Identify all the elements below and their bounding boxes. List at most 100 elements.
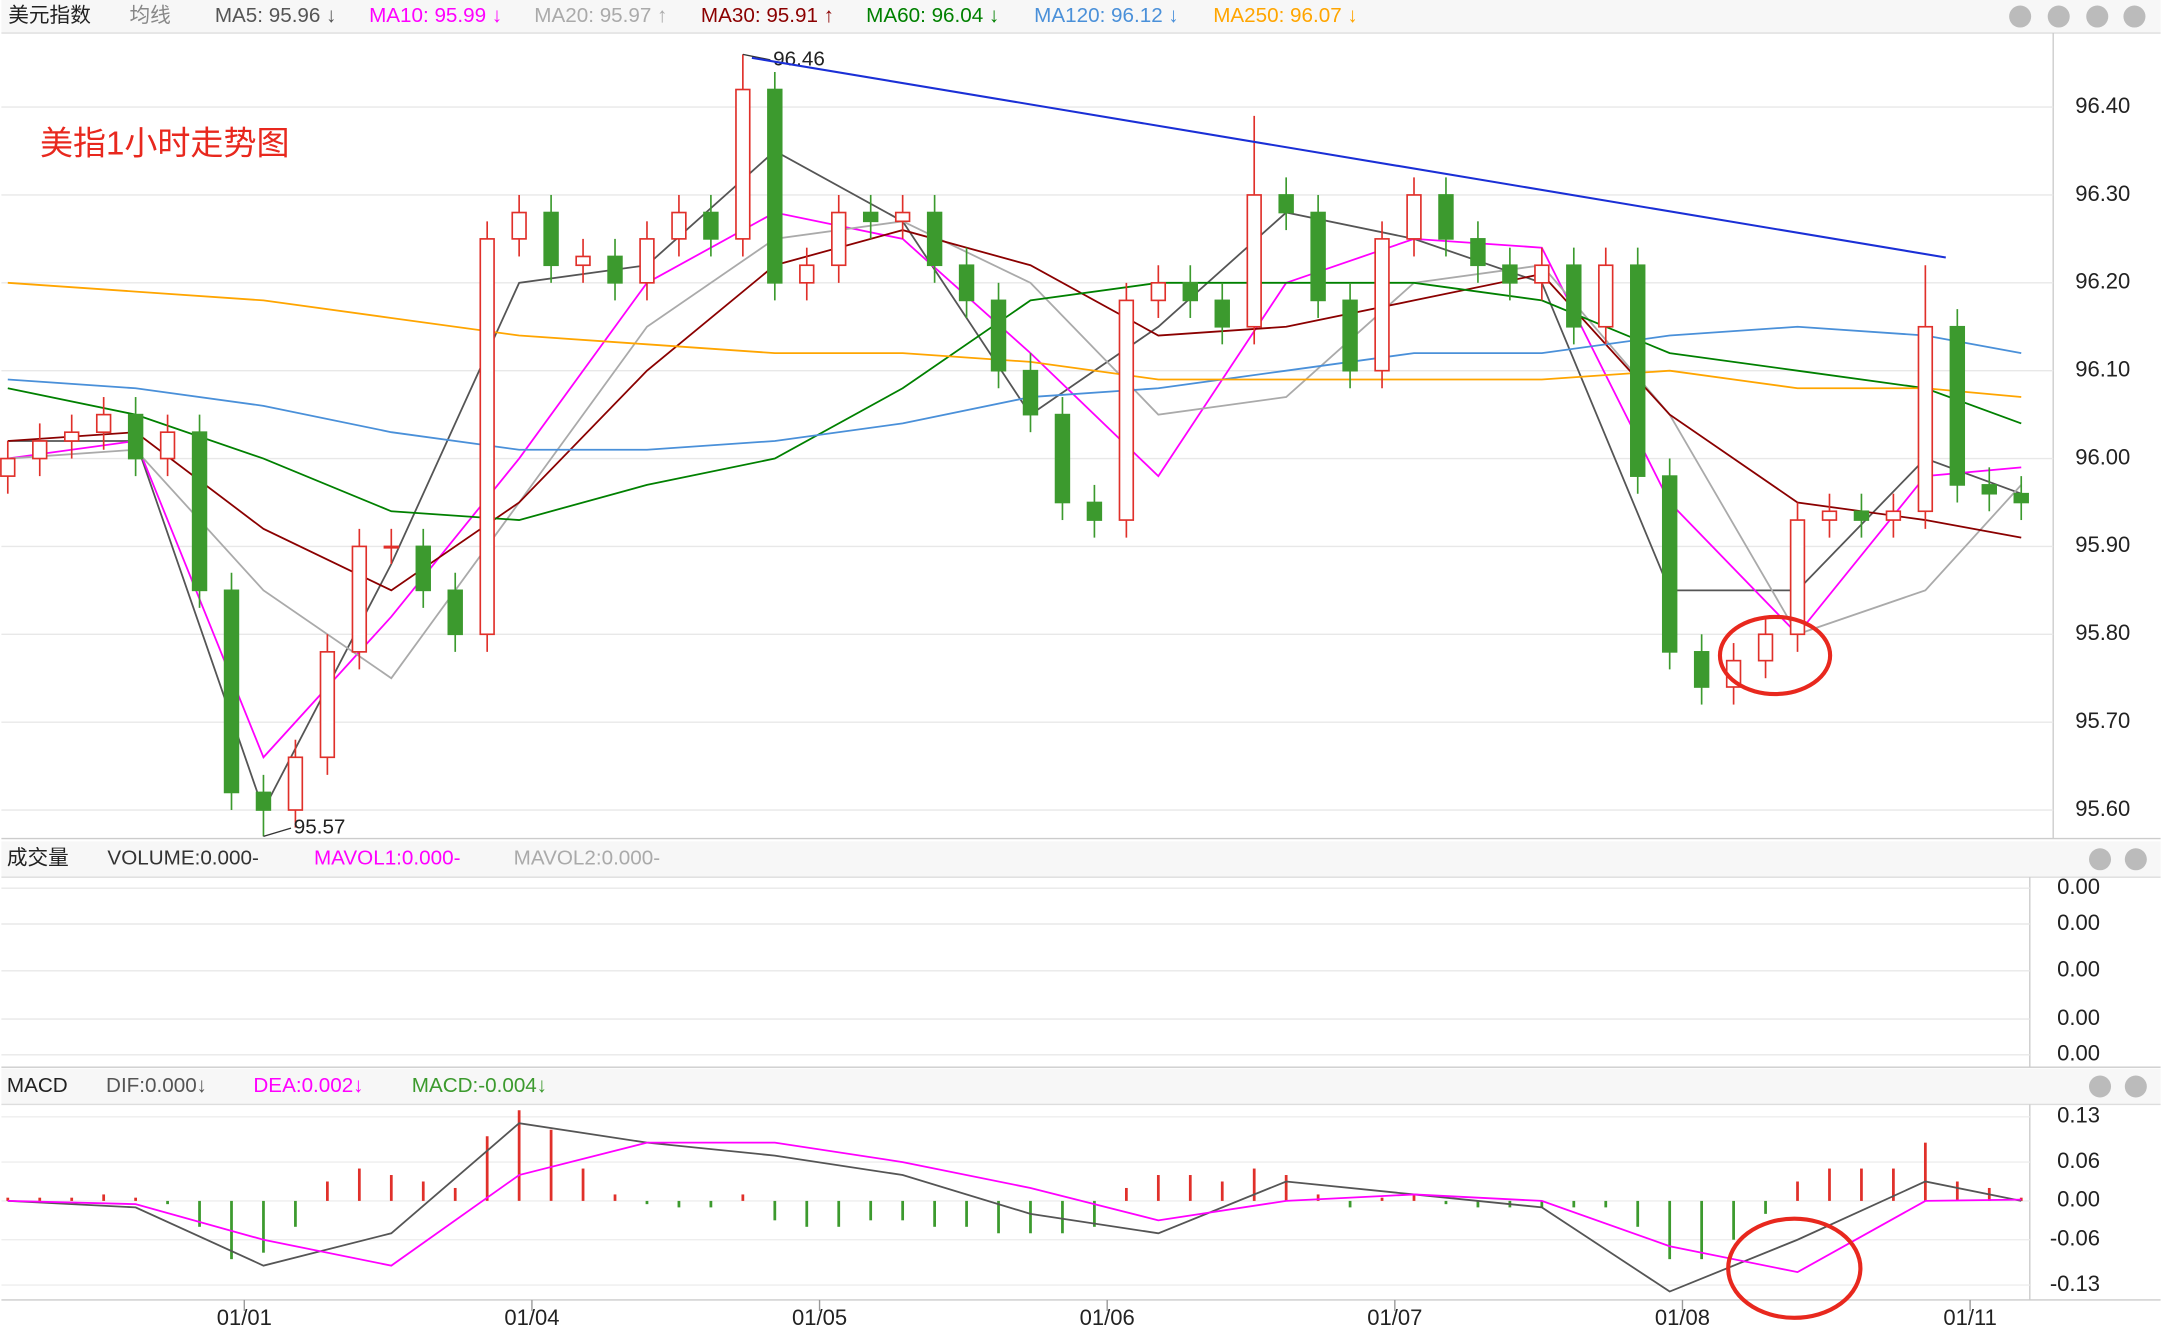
candle-body (1917, 325, 1934, 513)
y-tick-label: 0.06 (2057, 1148, 2100, 1173)
y-tick-label: 95.90 (2075, 532, 2130, 557)
candle-body (735, 88, 751, 240)
legend-entry: MAVOL1:0.000- (314, 847, 460, 870)
y-tick-label: 96.40 (2075, 93, 2130, 118)
y-tick-label: 0.13 (2057, 1103, 2100, 1128)
legend-entry: MACD:-0.004↓ (412, 1074, 547, 1097)
chart-title: 美元指数 (8, 4, 91, 27)
candle-body (0, 457, 16, 477)
settings-icon[interactable] (2086, 5, 2109, 28)
candle-body (543, 211, 559, 267)
candle-body (958, 264, 975, 302)
candle-body (255, 791, 272, 811)
legend-entry: MA120: 96.12 ↓ (1034, 4, 1179, 27)
legend-entry: MA20: 95.97 ↑ (534, 4, 667, 27)
candle-body (223, 589, 240, 794)
y-tick-label: 0.00 (2057, 957, 2100, 982)
candle-body (1949, 325, 1966, 486)
candle-body (415, 545, 431, 592)
candle-body (831, 211, 847, 267)
x-tick-label: 01/05 (792, 1305, 847, 1330)
macd-header (1, 1068, 2161, 1105)
y-tick-label: 95.80 (2075, 620, 2130, 645)
volume-title: 成交量 (7, 847, 69, 870)
ma-line (7, 220, 2022, 680)
price-header (1, 0, 2161, 34)
minimize-icon[interactable] (2009, 5, 2032, 28)
settings-icon[interactable] (2089, 1075, 2112, 1098)
highlight-circle (1717, 614, 1833, 697)
y-tick-label: 0.00 (2057, 1041, 2100, 1066)
annotation-pointer (263, 827, 292, 838)
x-tick-label: 01/08 (1655, 1305, 1710, 1330)
candle-body (1022, 369, 1039, 416)
candle-body (479, 238, 495, 636)
toolbar-icons (2009, 5, 2147, 1098)
candle-body (767, 88, 783, 284)
close-icon[interactable] (2123, 5, 2146, 28)
candle-body (1661, 475, 1678, 653)
ma-line (7, 1122, 2022, 1293)
legend-entry: VOLUME:0.000- (107, 847, 258, 870)
candle-body (159, 431, 176, 460)
y-tick-label: -0.06 (2050, 1226, 2100, 1251)
candle-body (639, 238, 655, 284)
candle-body (32, 440, 48, 460)
candle-body (95, 413, 112, 434)
y-tick-label: 95.60 (2075, 796, 2130, 821)
candle-body (1278, 194, 1294, 214)
candle-body (383, 545, 400, 549)
legend-entry: DIF:0.000↓ (106, 1074, 207, 1097)
annotation-label: 96.46 (773, 47, 825, 70)
candle-body (1470, 238, 1486, 267)
legend-entry: MA10: 95.99 ↓ (369, 4, 502, 27)
trend-line (751, 56, 1946, 259)
candle-body (1214, 299, 1230, 328)
candle-body (1534, 264, 1550, 284)
y-tick-label: 0.00 (2057, 910, 2100, 935)
candle-body (1342, 299, 1358, 372)
candle-body (1821, 510, 1838, 521)
candle-body (1566, 264, 1582, 328)
candle-body (63, 431, 80, 442)
y-tick-label: 96.00 (2075, 444, 2130, 469)
y-tick-label: 0.00 (2057, 1187, 2100, 1212)
volume-header (1, 841, 2161, 878)
x-tick-label: 01/11 (1943, 1305, 1996, 1330)
y-tick-label: -0.13 (2050, 1271, 2100, 1296)
x-tick-label: 01/07 (1367, 1305, 1422, 1330)
candle-body (926, 211, 943, 267)
y-tick-label: 0.00 (2057, 874, 2100, 899)
close-icon[interactable] (2124, 848, 2147, 871)
candle-body (1885, 510, 1902, 521)
annotation: 美指1小时走势图 (40, 126, 290, 163)
add-icon[interactable] (2047, 5, 2070, 28)
candle-body (2013, 492, 2029, 504)
candle-body (862, 211, 879, 223)
y-tick-label: 96.20 (2075, 269, 2130, 294)
settings-icon[interactable] (2089, 848, 2112, 871)
candle-body (1374, 238, 1390, 372)
candle-body (1086, 501, 1103, 521)
candle-body (1054, 413, 1071, 504)
ma-line (7, 281, 2022, 521)
candle-body (1598, 264, 1614, 328)
candle-body (990, 299, 1007, 372)
candle-body (575, 255, 591, 267)
candle-body (1853, 510, 1870, 521)
candle-body (671, 211, 687, 240)
ma-line (7, 229, 2022, 592)
candle-body (1630, 264, 1646, 477)
candle-body (447, 589, 463, 636)
candle-body (1502, 264, 1518, 284)
y-tick-label: 95.70 (2075, 708, 2130, 733)
highlight-circle (1726, 1216, 1863, 1320)
y-tick-label: 96.10 (2075, 356, 2130, 381)
annotation-pointer (742, 53, 771, 61)
candle-body (607, 255, 623, 284)
candle-body (1182, 281, 1199, 302)
candle-body (1757, 633, 1774, 662)
ma-mode[interactable]: 均线 (129, 4, 170, 27)
close-icon[interactable] (2124, 1075, 2147, 1098)
